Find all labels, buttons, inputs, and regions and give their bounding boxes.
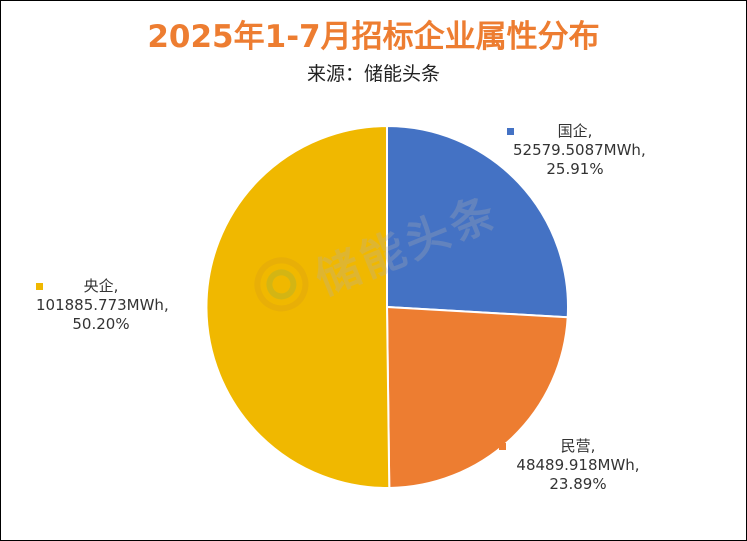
chart-subtitle: 来源：储能头条 [306, 63, 440, 85]
slice-label-name: 国企, [557, 122, 593, 140]
slice-label-name: 民营, [560, 437, 596, 455]
slice-label-guoqi: 国企, 52579.5087MWh, 25.91% [507, 122, 646, 179]
slice-label-minying: 民营, 48489.918MWh, 23.89% [499, 437, 645, 494]
legend-swatch-minying [499, 443, 506, 450]
pie-slice-yangqi [205, 124, 391, 489]
legend-swatch-guoqi [507, 128, 514, 135]
slice-label-value: 48489.918MWh, [516, 456, 640, 474]
slice-label-value: 52579.5087MWh, [513, 141, 646, 159]
watermark-logo-icon [254, 257, 309, 312]
slice-label-name: 央企, [83, 277, 119, 295]
pie-slice-guoqi [386, 124, 570, 319]
slice-label-value: 101885.773MWh, [36, 296, 169, 314]
slice-label-percent: 23.89% [549, 475, 607, 493]
slice-label-yangqi: 央企, 101885.773MWh, 50.20% [36, 277, 169, 334]
slice-label-percent: 25.91% [546, 160, 604, 178]
watermark: 储能头条 [247, 176, 506, 330]
pie-slice-minying [385, 305, 569, 490]
legend-swatch-yangqi [36, 283, 43, 290]
slice-label-percent: 50.20% [72, 315, 130, 333]
chart-title: 2025年1-7月招标企业属性分布 [147, 19, 600, 55]
